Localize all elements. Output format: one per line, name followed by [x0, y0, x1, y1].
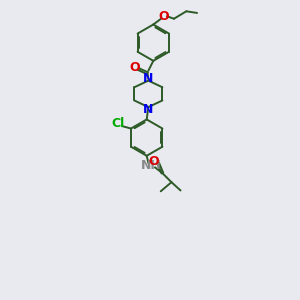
Text: N: N	[143, 72, 154, 85]
Text: O: O	[148, 155, 159, 168]
Text: NH: NH	[140, 159, 161, 172]
Text: Cl: Cl	[111, 117, 124, 130]
Text: O: O	[130, 61, 140, 74]
Text: O: O	[159, 10, 169, 23]
Text: N: N	[143, 103, 154, 116]
